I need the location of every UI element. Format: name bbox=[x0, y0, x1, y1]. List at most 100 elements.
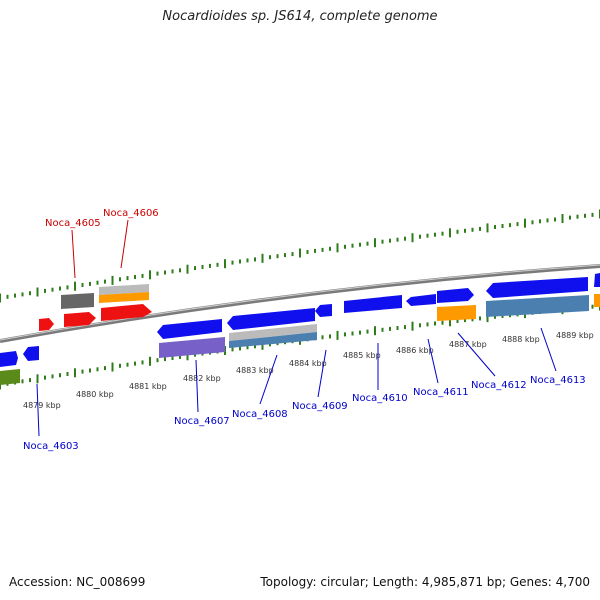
outer-tick-mark bbox=[479, 226, 481, 231]
gene-label-noca-4609[interactable]: Noca_4609 bbox=[292, 401, 348, 412]
gene-label-noca-4603[interactable]: Noca_4603 bbox=[23, 441, 79, 452]
inner-tick-mark bbox=[111, 362, 114, 372]
inner-tick-mark bbox=[479, 316, 481, 321]
outer-tick-mark bbox=[434, 232, 436, 237]
inner-tick-mark bbox=[239, 346, 241, 351]
gene-feature-blue-left-1[interactable] bbox=[0, 351, 18, 367]
inner-tick-mark bbox=[44, 375, 46, 380]
gene-leader-line bbox=[195, 359, 199, 413]
outer-tick-mark bbox=[59, 286, 61, 291]
inner-tick-mark bbox=[119, 363, 121, 368]
gene-feature-noca-4606-orange[interactable] bbox=[99, 292, 149, 303]
outer-tick-mark bbox=[396, 237, 399, 242]
gene-feature-noca-4608[interactable] bbox=[227, 308, 315, 330]
gene-feature-blue-4613[interactable] bbox=[486, 277, 588, 298]
gene-leader-lines bbox=[36, 219, 557, 437]
gene-feature-blue-4610[interactable] bbox=[344, 295, 402, 313]
genome-backbone-highlight bbox=[0, 264, 600, 341]
outer-tick-mark bbox=[554, 217, 556, 222]
outer-tick-mark bbox=[591, 212, 594, 217]
outer-tick-mark bbox=[74, 281, 76, 291]
inner-tick-mark bbox=[396, 326, 399, 330]
gene-leader-line bbox=[120, 219, 129, 269]
inner-tick-mark bbox=[426, 322, 429, 327]
gene-feature-olive[interactable] bbox=[0, 369, 20, 385]
gene-label-noca-4607[interactable]: Noca_4607 bbox=[174, 416, 230, 427]
gene-feature-blue-4611[interactable] bbox=[406, 294, 436, 306]
outer-tick-mark bbox=[531, 220, 534, 225]
inner-tick-mark bbox=[231, 347, 234, 352]
gene-feature-orange-edge[interactable] bbox=[594, 294, 600, 307]
gene-leader-line bbox=[71, 229, 76, 279]
inner-tick-mark bbox=[494, 314, 496, 319]
outer-tick-mark bbox=[374, 238, 376, 248]
gene-feature-blue-left-2[interactable] bbox=[23, 346, 39, 361]
gene-leader-line bbox=[36, 383, 40, 437]
outer-tick-mark bbox=[509, 223, 511, 228]
outer-tick-mark bbox=[209, 263, 211, 268]
outer-tick-mark bbox=[366, 241, 369, 246]
kbp-tick-label: 4889 kbp bbox=[556, 331, 594, 340]
gene-feature-red-1[interactable] bbox=[64, 312, 96, 327]
kbp-tick-label: 4886 kbp bbox=[396, 346, 434, 355]
gene-feature-red-2[interactable] bbox=[101, 304, 152, 321]
inner-tick-mark bbox=[141, 360, 144, 365]
gene-label-noca-4610[interactable]: Noca_4610 bbox=[352, 393, 408, 404]
reverse-features bbox=[0, 294, 600, 385]
outer-tick-mark bbox=[81, 283, 84, 287]
inner-tick-mark bbox=[374, 326, 376, 336]
gene-label-noca-4611[interactable]: Noca_4611 bbox=[413, 387, 469, 398]
inner-tick-mark bbox=[419, 323, 421, 328]
gene-feature-noca-4608-steel[interactable] bbox=[229, 332, 317, 348]
kbp-tick-label: 4879 kbp bbox=[23, 401, 61, 410]
inner-tick-mark bbox=[366, 329, 369, 334]
outer-tick-mark bbox=[36, 287, 39, 297]
gene-label-noca-4608[interactable]: Noca_4608 bbox=[232, 409, 288, 420]
outer-tick-mark bbox=[119, 277, 121, 282]
gene-feature-blue-4612[interactable] bbox=[437, 288, 474, 303]
inner-tick-mark bbox=[411, 321, 414, 331]
outer-tick-track bbox=[0, 209, 600, 303]
gene-feature-noca-4605[interactable] bbox=[61, 293, 94, 309]
kbp-tick-label: 4888 kbp bbox=[502, 335, 540, 344]
gene-feature-red-small[interactable] bbox=[39, 318, 54, 331]
gene-label-noca-4612[interactable]: Noca_4612 bbox=[471, 380, 527, 391]
inner-tick-mark bbox=[404, 325, 406, 330]
inner-tick-mark bbox=[269, 342, 271, 347]
gene-feature-noca-4606-gray[interactable] bbox=[99, 284, 149, 295]
gene-feature-noca-4611-orange[interactable] bbox=[437, 305, 476, 321]
gene-label-noca-4606[interactable]: Noca_4606 bbox=[103, 208, 159, 219]
gene-leader-line bbox=[457, 332, 496, 377]
gene-feature-blue-edge[interactable] bbox=[594, 273, 600, 287]
gene-feature-noca-4607-purple[interactable] bbox=[159, 337, 225, 358]
inner-tick-mark bbox=[134, 361, 136, 366]
inner-tick-mark bbox=[351, 331, 354, 336]
inner-tick-mark bbox=[66, 372, 69, 376]
gene-leader-line bbox=[427, 338, 439, 384]
outer-tick-mark bbox=[231, 260, 234, 265]
outer-tick-mark bbox=[66, 285, 69, 290]
gene-feature-noca-4607[interactable] bbox=[157, 319, 222, 339]
outer-tick-mark bbox=[471, 227, 474, 232]
outer-tick-mark bbox=[306, 250, 309, 254]
inner-tick-mark bbox=[344, 332, 346, 337]
gene-label-noca-4605[interactable]: Noca_4605 bbox=[45, 218, 101, 229]
gene-feature-noca-4608-gray[interactable] bbox=[229, 324, 317, 341]
outer-tick-mark bbox=[486, 223, 489, 233]
inner-tick-mark bbox=[261, 340, 264, 350]
outer-tick-mark bbox=[51, 287, 54, 292]
outer-tick-mark bbox=[291, 252, 294, 257]
inner-tick-mark bbox=[321, 335, 324, 340]
outer-tick-mark bbox=[426, 233, 429, 238]
outer-tick-mark bbox=[134, 275, 136, 279]
outer-tick-mark bbox=[194, 266, 196, 271]
gene-leader-line bbox=[317, 349, 327, 398]
outer-tick-mark bbox=[539, 219, 541, 224]
outer-tick-mark bbox=[141, 273, 144, 278]
gene-feature-noca-4609[interactable] bbox=[315, 304, 332, 317]
gene-label-noca-4613[interactable]: Noca_4613 bbox=[530, 375, 586, 386]
outer-tick-mark bbox=[216, 262, 219, 267]
kbp-tick-labels: 4879 kbp 4880 kbp 4881 kbp 4882 kbp 4883 kbp… bbox=[23, 331, 594, 410]
inner-tick-mark bbox=[186, 351, 189, 361]
gene-feature-noca-4613-steel[interactable] bbox=[486, 295, 589, 317]
